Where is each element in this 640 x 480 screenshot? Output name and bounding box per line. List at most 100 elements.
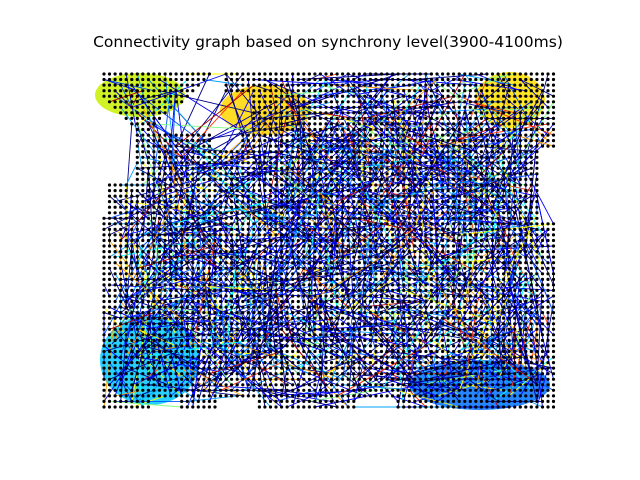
node	[268, 261, 273, 265]
node	[457, 100, 461, 104]
node	[130, 261, 134, 265]
node	[535, 177, 539, 181]
node	[324, 89, 328, 93]
node	[280, 216, 284, 220]
node	[241, 177, 245, 181]
node	[524, 255, 528, 259]
node	[152, 111, 156, 115]
node	[207, 250, 211, 254]
node	[169, 89, 173, 93]
node	[474, 139, 478, 143]
node	[219, 205, 223, 209]
node	[291, 139, 295, 143]
node	[285, 83, 289, 87]
node	[485, 288, 489, 292]
node	[230, 83, 234, 87]
node	[280, 116, 284, 120]
edge	[231, 218, 238, 236]
node	[124, 283, 128, 287]
node	[252, 205, 256, 209]
node	[346, 189, 350, 193]
node	[396, 189, 400, 193]
node	[135, 133, 139, 137]
node	[268, 294, 273, 298]
edge	[353, 95, 404, 114]
node	[207, 139, 211, 143]
node	[113, 77, 117, 82]
node	[113, 100, 117, 104]
node	[546, 294, 550, 298]
node	[402, 222, 406, 226]
edge	[403, 184, 416, 258]
node	[296, 166, 300, 170]
node	[335, 150, 339, 154]
node	[202, 155, 206, 159]
node	[535, 283, 539, 287]
node	[113, 238, 117, 243]
node	[274, 111, 278, 115]
node	[102, 283, 106, 287]
node	[130, 116, 134, 120]
node	[246, 205, 250, 209]
node	[429, 294, 433, 298]
node	[152, 105, 156, 109]
node	[341, 83, 345, 87]
node	[174, 250, 178, 254]
node	[230, 227, 234, 231]
node	[346, 94, 350, 98]
node	[329, 189, 334, 193]
edge	[398, 190, 482, 208]
node	[463, 127, 467, 132]
node	[291, 177, 295, 181]
node	[124, 83, 128, 87]
node	[230, 266, 234, 270]
node	[551, 227, 556, 231]
node	[551, 77, 556, 82]
node	[413, 244, 417, 248]
node	[230, 272, 234, 276]
node	[446, 161, 450, 165]
node	[135, 288, 139, 292]
node	[268, 116, 273, 120]
node	[119, 261, 123, 265]
node	[296, 277, 300, 281]
node	[152, 244, 156, 248]
node	[385, 144, 389, 148]
node	[513, 189, 517, 193]
node	[169, 244, 173, 248]
node	[307, 77, 311, 82]
node	[507, 238, 511, 243]
node	[424, 194, 428, 198]
node	[507, 172, 511, 176]
node	[185, 233, 189, 237]
node	[291, 250, 295, 254]
node	[402, 261, 406, 265]
node	[402, 216, 406, 220]
edge	[281, 362, 338, 380]
node	[363, 116, 367, 120]
node	[446, 222, 450, 226]
node	[124, 222, 128, 226]
node	[518, 194, 522, 198]
node	[374, 127, 378, 132]
node	[296, 244, 300, 248]
node	[540, 266, 545, 270]
node	[113, 288, 117, 292]
node	[280, 94, 284, 98]
node	[257, 77, 261, 82]
node	[191, 166, 195, 170]
node	[113, 299, 117, 304]
node	[329, 261, 334, 265]
node	[446, 238, 450, 243]
node	[246, 266, 250, 270]
node	[524, 200, 528, 204]
node	[402, 127, 406, 132]
node	[318, 288, 322, 292]
node	[274, 189, 278, 193]
node	[485, 266, 489, 270]
node	[441, 155, 445, 159]
node	[402, 94, 406, 98]
node	[441, 216, 445, 220]
node	[357, 122, 361, 126]
node	[213, 272, 217, 276]
